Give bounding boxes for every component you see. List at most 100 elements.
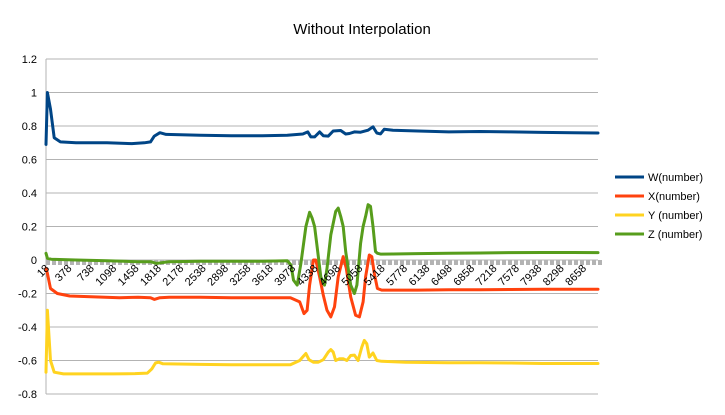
x-axis-tick-mark [394, 260, 398, 265]
x-tick-label: 1458 [116, 263, 142, 289]
x-axis-tick-mark [574, 260, 578, 265]
y-tick-label: -0.8 [18, 389, 37, 401]
x-axis-tick-mark [538, 260, 542, 265]
x-axis-tick-mark [64, 260, 68, 265]
x-tick-label: 3978 [272, 263, 298, 289]
y-tick-label: 0.8 [22, 121, 37, 133]
x-axis-tick-mark [586, 260, 590, 265]
x-axis-tick-mark [460, 260, 464, 265]
x-axis-tick-mark [490, 260, 494, 265]
x-axis-tick-mark [550, 260, 554, 265]
x-axis-tick-mark [502, 260, 506, 265]
x-axis-tick-mark [406, 260, 410, 265]
x-axis-tick-mark [328, 260, 332, 265]
x-axis-tick-mark [454, 260, 458, 265]
x-axis-tick-mark [520, 260, 524, 265]
x-axis-tick-mark [388, 260, 392, 265]
x-tick-label: 3258 [228, 263, 254, 289]
x-axis-tick-mark [106, 260, 110, 265]
x-axis-tick-mark [556, 260, 560, 265]
x-axis-tick-mark [280, 260, 284, 265]
series-line-y-number [44, 308, 600, 376]
x-axis-tick-mark [496, 260, 500, 265]
series-line-x-number [44, 253, 600, 319]
x-axis-tick-mark [484, 260, 488, 265]
x-tick-label: 6498 [429, 263, 455, 289]
x-tick-label: 7218 [474, 263, 500, 289]
x-tick-label: 7578 [496, 263, 522, 289]
x-axis-tick-mark [76, 260, 80, 265]
y-tick-label: 0.4 [22, 188, 37, 200]
x-axis-tick-mark [436, 260, 440, 265]
x-axis-tick-mark [88, 260, 92, 265]
x-axis-tick-mark [400, 260, 404, 265]
x-tick-label: 378 [53, 263, 74, 284]
x-tick-label: 1098 [93, 263, 119, 289]
series-lines [44, 91, 600, 376]
legend-label: Z (number) [648, 229, 702, 241]
x-axis-tick-mark [448, 260, 452, 265]
x-axis-tick-mark [418, 260, 422, 265]
x-axis-tick-mark [304, 260, 308, 265]
x-axis-tick-mark [364, 260, 368, 265]
x-axis-tick-mark [532, 260, 536, 265]
legend: W(number) X(number) Y (number) Z (number) [615, 172, 703, 241]
x-axis-tick-mark [514, 260, 518, 265]
x-axis-tick-mark [94, 260, 98, 265]
x-axis-tick-mark [46, 260, 50, 265]
x-axis-tick-mark [544, 260, 548, 265]
x-axis-tick-mark [292, 260, 296, 265]
x-tick-label: 1818 [138, 263, 164, 289]
x-axis-tick-mark [70, 260, 74, 265]
x-axis-tick-mark [442, 260, 446, 265]
x-tick-label: 3618 [250, 263, 276, 289]
y-tick-label: -0.2 [18, 289, 37, 301]
y-tick-label: 1.2 [22, 54, 37, 66]
x-tick-label: 2898 [205, 263, 231, 289]
x-axis-tick-mark [568, 260, 572, 265]
x-axis-tick-mark [322, 260, 326, 265]
legend-label: W(number) [648, 172, 703, 184]
y-tick-label: 0 [31, 255, 37, 267]
x-axis-tick-mark [424, 260, 428, 265]
x-tick-label: 8658 [563, 263, 589, 289]
x-tick-label: 5058 [340, 263, 366, 289]
x-axis-tick-mark [412, 260, 416, 265]
x-tick-label: 2178 [161, 263, 187, 289]
x-axis-tick-mark [382, 260, 386, 265]
chart-title: Without Interpolation [293, 21, 431, 38]
x-tick-label: 5778 [384, 263, 410, 289]
x-axis-tick-mark [58, 260, 62, 265]
y-tick-label: 0.2 [22, 222, 37, 234]
x-axis-tick-mark [376, 260, 380, 265]
y-tick-label: -0.4 [18, 322, 37, 334]
x-tick-label: 8298 [541, 263, 567, 289]
x-tick-label: 6858 [451, 263, 477, 289]
x-axis: 18 378 73810981458181821782538289832583618… [35, 263, 589, 289]
x-axis-tick-mark [466, 260, 470, 265]
x-axis-tick-mark [82, 260, 86, 265]
y-axis: -0.8 -0.6 -0.4 -0.2 0 0.2 0.4 0.6 0.8 1 1.2 [18, 54, 37, 401]
x-tick-label: 2538 [183, 263, 209, 289]
x-tick-label: 7938 [519, 263, 545, 289]
y-tick-label: -0.6 [18, 356, 37, 368]
x-axis-tick-mark [508, 260, 512, 265]
x-axis-tick-mark [334, 260, 338, 265]
x-axis-tick-mark [430, 260, 434, 265]
series-line-z-number [44, 203, 600, 295]
y-tick-label: 0.6 [22, 155, 37, 167]
x-axis-tick-mark [526, 260, 530, 265]
x-axis-tick-mark [100, 260, 104, 265]
x-axis-tick-mark [598, 260, 602, 265]
x-axis-tick-mark [52, 260, 56, 265]
x-tick-label: 6138 [407, 263, 433, 289]
x-axis-tick-mark [562, 260, 566, 265]
legend-label: X(number) [648, 191, 700, 203]
x-axis-tick-mark [478, 260, 482, 265]
x-axis-tick-mark [352, 260, 356, 265]
x-axis-tick-mark [580, 260, 584, 265]
x-tick-label: 5418 [362, 263, 388, 289]
legend-label: Y (number) [648, 210, 703, 222]
